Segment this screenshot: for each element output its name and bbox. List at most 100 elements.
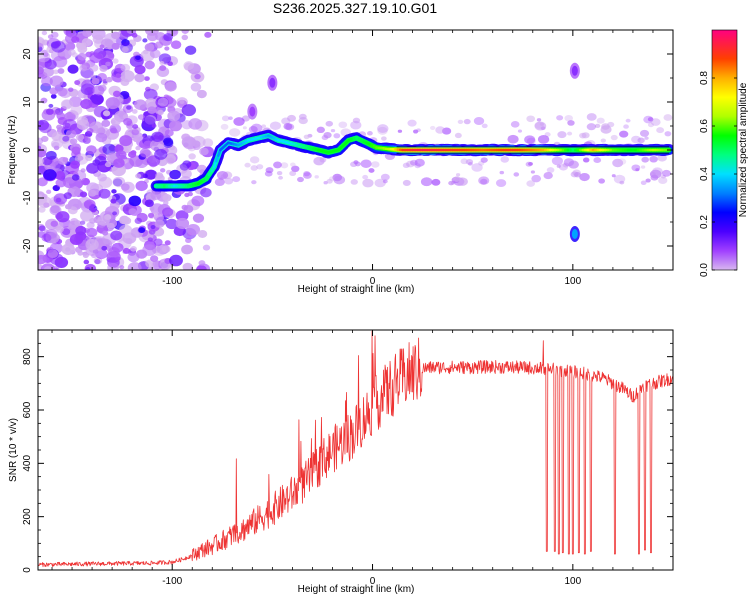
halo-speckle <box>435 126 445 134</box>
noise-speckle <box>75 225 87 236</box>
noise-speckle <box>134 73 145 83</box>
halo-speckle <box>562 162 570 168</box>
noise-speckle <box>175 210 189 221</box>
y-tick-label: 0 <box>22 147 33 153</box>
noise-speckle <box>105 61 111 67</box>
noise-speckle <box>111 164 126 177</box>
noise-speckle <box>38 122 52 134</box>
noise-speckle <box>43 266 52 270</box>
noise-speckle <box>89 64 99 72</box>
noise-speckle <box>149 206 155 211</box>
noise-speckle <box>112 211 118 216</box>
noise-speckle <box>64 203 72 210</box>
noise-speckle <box>49 75 64 87</box>
noise-speckle <box>166 157 175 165</box>
halo-speckle <box>420 177 433 187</box>
noise-speckle <box>46 189 52 194</box>
noise-speckle <box>169 169 181 180</box>
noise-speckle <box>110 117 121 126</box>
noise-speckle <box>179 162 190 171</box>
spectrogram-y-ticks: -20 -10 0 10 20 <box>22 29 673 271</box>
noise-speckle <box>112 58 119 64</box>
noise-speckle <box>153 238 163 246</box>
halo-speckle <box>216 171 229 180</box>
noise-speckle <box>49 87 59 95</box>
noise-speckle <box>127 252 140 263</box>
noise-speckle <box>91 93 104 105</box>
noise-speckle <box>110 198 117 204</box>
noise-speckle <box>90 74 96 80</box>
noise-speckle <box>83 259 90 265</box>
noise-speckle <box>164 81 177 92</box>
noise-speckle <box>179 99 185 104</box>
noise-speckle <box>168 120 183 132</box>
noise-speckle <box>132 137 139 143</box>
noise-speckle <box>204 31 212 38</box>
halo-speckle <box>480 178 488 185</box>
noise-speckle <box>137 114 145 120</box>
halo-speckle <box>377 126 388 135</box>
halo-speckle <box>360 159 372 169</box>
noise-speckle <box>102 110 111 117</box>
noise-speckle <box>83 199 96 210</box>
halo-speckle <box>540 126 546 131</box>
noise-speckle <box>86 227 98 238</box>
halo-speckle <box>663 114 673 121</box>
halo-speckle <box>528 161 533 166</box>
halo-speckle <box>631 164 641 172</box>
halo-speckle <box>611 174 616 178</box>
snr-y-label: SNR (10 * v/v) <box>8 418 19 482</box>
halo-speckle <box>530 170 535 174</box>
halo-speckle <box>598 178 606 184</box>
noise-speckle <box>43 202 50 208</box>
noise-speckle <box>38 137 44 145</box>
noise-speckle <box>160 168 166 173</box>
halo-speckle <box>471 163 483 172</box>
halo-speckle <box>652 167 663 176</box>
halo-speckle <box>617 158 627 165</box>
halo-speckle <box>382 179 388 184</box>
colorbar-tick-label: 0.0 <box>699 263 710 277</box>
halo-speckle <box>507 134 519 144</box>
halo-speckle <box>600 125 612 134</box>
noise-speckle <box>110 230 123 241</box>
halo-speckle <box>431 178 441 186</box>
noise-speckle <box>115 256 121 261</box>
noise-speckle <box>38 254 47 265</box>
halo-speckle <box>413 129 419 134</box>
halo-speckle <box>350 161 358 168</box>
halo-speckle <box>313 156 325 166</box>
noise-speckle <box>75 133 85 141</box>
noise-speckle <box>98 188 111 199</box>
noise-speckle <box>97 173 107 182</box>
noise-speckle <box>151 123 157 128</box>
halo-speckle <box>249 156 260 164</box>
noise-speckle <box>159 65 167 72</box>
noise-speckle <box>86 145 97 155</box>
halo-speckle <box>551 156 563 166</box>
halo-speckle <box>402 162 410 169</box>
halo-speckle <box>402 179 411 186</box>
halo-speckle <box>473 117 485 126</box>
noise-speckle <box>119 265 125 270</box>
noise-speckle <box>58 156 68 165</box>
noise-speckle <box>130 245 137 252</box>
spectral-blob-core <box>269 77 276 88</box>
halo-speckle <box>619 180 625 185</box>
noise-speckle <box>42 156 53 166</box>
colorbar-label: Normalized spectral amplitude <box>738 82 749 217</box>
noise-speckle <box>142 244 157 256</box>
halo-speckle <box>333 133 341 139</box>
noise-speckle <box>135 173 142 179</box>
noise-speckle <box>79 64 88 72</box>
noise-speckle <box>57 68 65 74</box>
noise-speckle <box>86 128 94 134</box>
noise-speckle <box>65 129 77 139</box>
noise-speckle <box>146 32 158 42</box>
noise-speckle <box>80 98 93 110</box>
noise-speckle <box>138 227 146 233</box>
noise-speckle <box>88 189 97 197</box>
halo-speckle <box>374 178 386 188</box>
